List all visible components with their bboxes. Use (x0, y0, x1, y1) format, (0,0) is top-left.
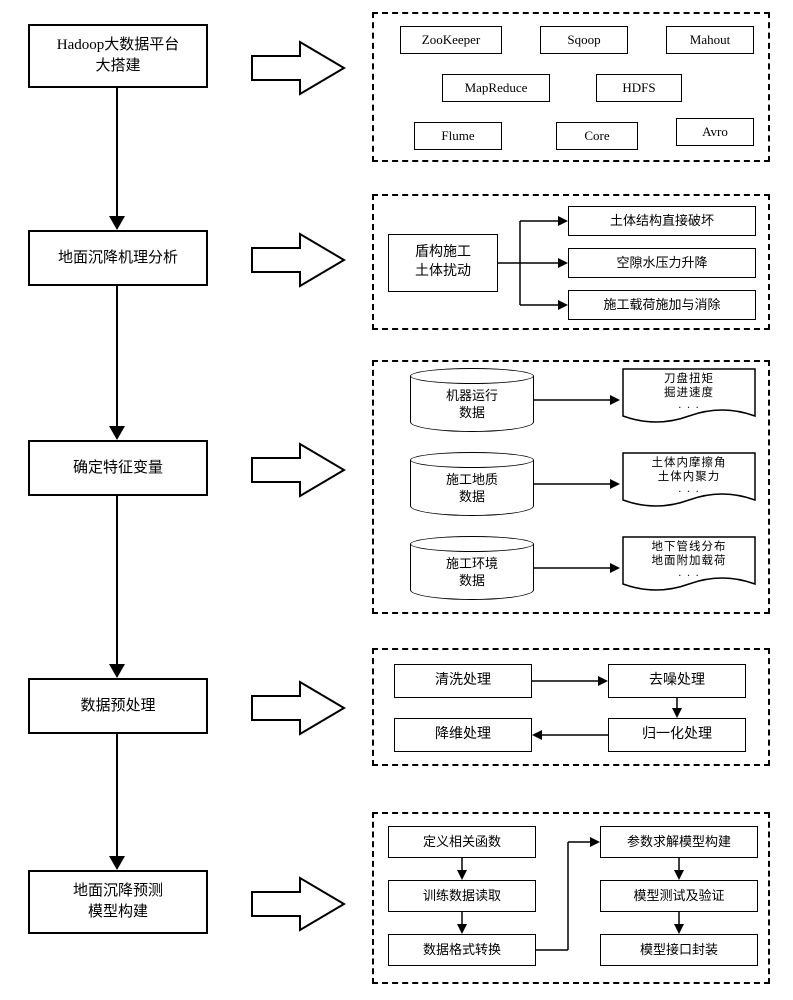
panel-mechanism: 盾构施工土体扰动 土体结构直接破坏 空隙水压力升降 施工载荷施加与消除 (372, 194, 770, 330)
p1-box: Avro (676, 118, 754, 146)
p4-arrows (374, 650, 772, 768)
panel-preprocess: 清洗处理 去噪处理 降维处理 归一化处理 (372, 648, 770, 766)
vhead-3 (109, 664, 125, 678)
step-box-2: 地面沉降机理分析 (28, 230, 208, 286)
p1-box: MapReduce (442, 74, 550, 102)
step-label: 确定特征变量 (73, 458, 163, 479)
vline-1 (116, 88, 118, 216)
p2-out: 土体结构直接破坏 (568, 206, 756, 236)
p2-out: 施工载荷施加与消除 (568, 290, 756, 320)
step-box-3: 确定特征变量 (28, 440, 208, 496)
p1-box: Flume (414, 122, 502, 150)
db-2: 施工地质数据 (410, 452, 534, 518)
p3-arrows (534, 362, 624, 612)
doc-2: 土体内摩擦角土体内聚力· · · (622, 452, 756, 514)
p1-box: Sqoop (540, 26, 628, 54)
vline-3 (116, 496, 118, 664)
step-box-1: Hadoop大数据平台大搭建 (28, 24, 208, 88)
panel-hadoop: ZooKeeper Sqoop Mahout MapReduce HDFS Fl… (372, 12, 770, 162)
step-box-4: 数据预处理 (28, 678, 208, 734)
big-arrow-2 (250, 232, 346, 288)
panel-features: 机器运行数据 刀盘扭矩掘进速度· · · 施工地质数据 土体内摩擦角土体内聚力·… (372, 360, 770, 614)
doc-3: 地下管线分布地面附加载荷· · · (622, 536, 756, 598)
vhead-1 (109, 216, 125, 230)
big-arrow-3 (250, 442, 346, 498)
p1-box: Mahout (666, 26, 754, 54)
db-1: 机器运行数据 (410, 368, 534, 434)
step-label: 数据预处理 (80, 696, 155, 717)
db-3: 施工环境数据 (410, 536, 534, 602)
p1-box: Core (556, 122, 638, 150)
vhead-4 (109, 856, 125, 870)
p5-arrows (374, 814, 772, 986)
vline-4 (116, 734, 118, 856)
vline-2 (116, 286, 118, 426)
big-arrow-5 (250, 876, 346, 932)
big-arrow-1 (250, 40, 346, 96)
step-label: 地面沉降预测模型构建 (73, 881, 163, 923)
step-label: 地面沉降机理分析 (58, 248, 178, 269)
p1-box: ZooKeeper (400, 26, 502, 54)
doc-1: 刀盘扭矩掘进速度· · · (622, 368, 756, 430)
big-arrow-4 (250, 680, 346, 736)
panel-model: 定义相关函数 训练数据读取 数据格式转换 参数求解模型构建 模型测试及验证 模型… (372, 812, 770, 984)
p2-bracket (498, 204, 568, 324)
step-box-5: 地面沉降预测模型构建 (28, 870, 208, 934)
p2-out: 空隙水压力升降 (568, 248, 756, 278)
p2-center: 盾构施工土体扰动 (388, 234, 498, 292)
vhead-2 (109, 426, 125, 440)
step-label: Hadoop大数据平台大搭建 (57, 35, 180, 77)
p1-box: HDFS (596, 74, 682, 102)
